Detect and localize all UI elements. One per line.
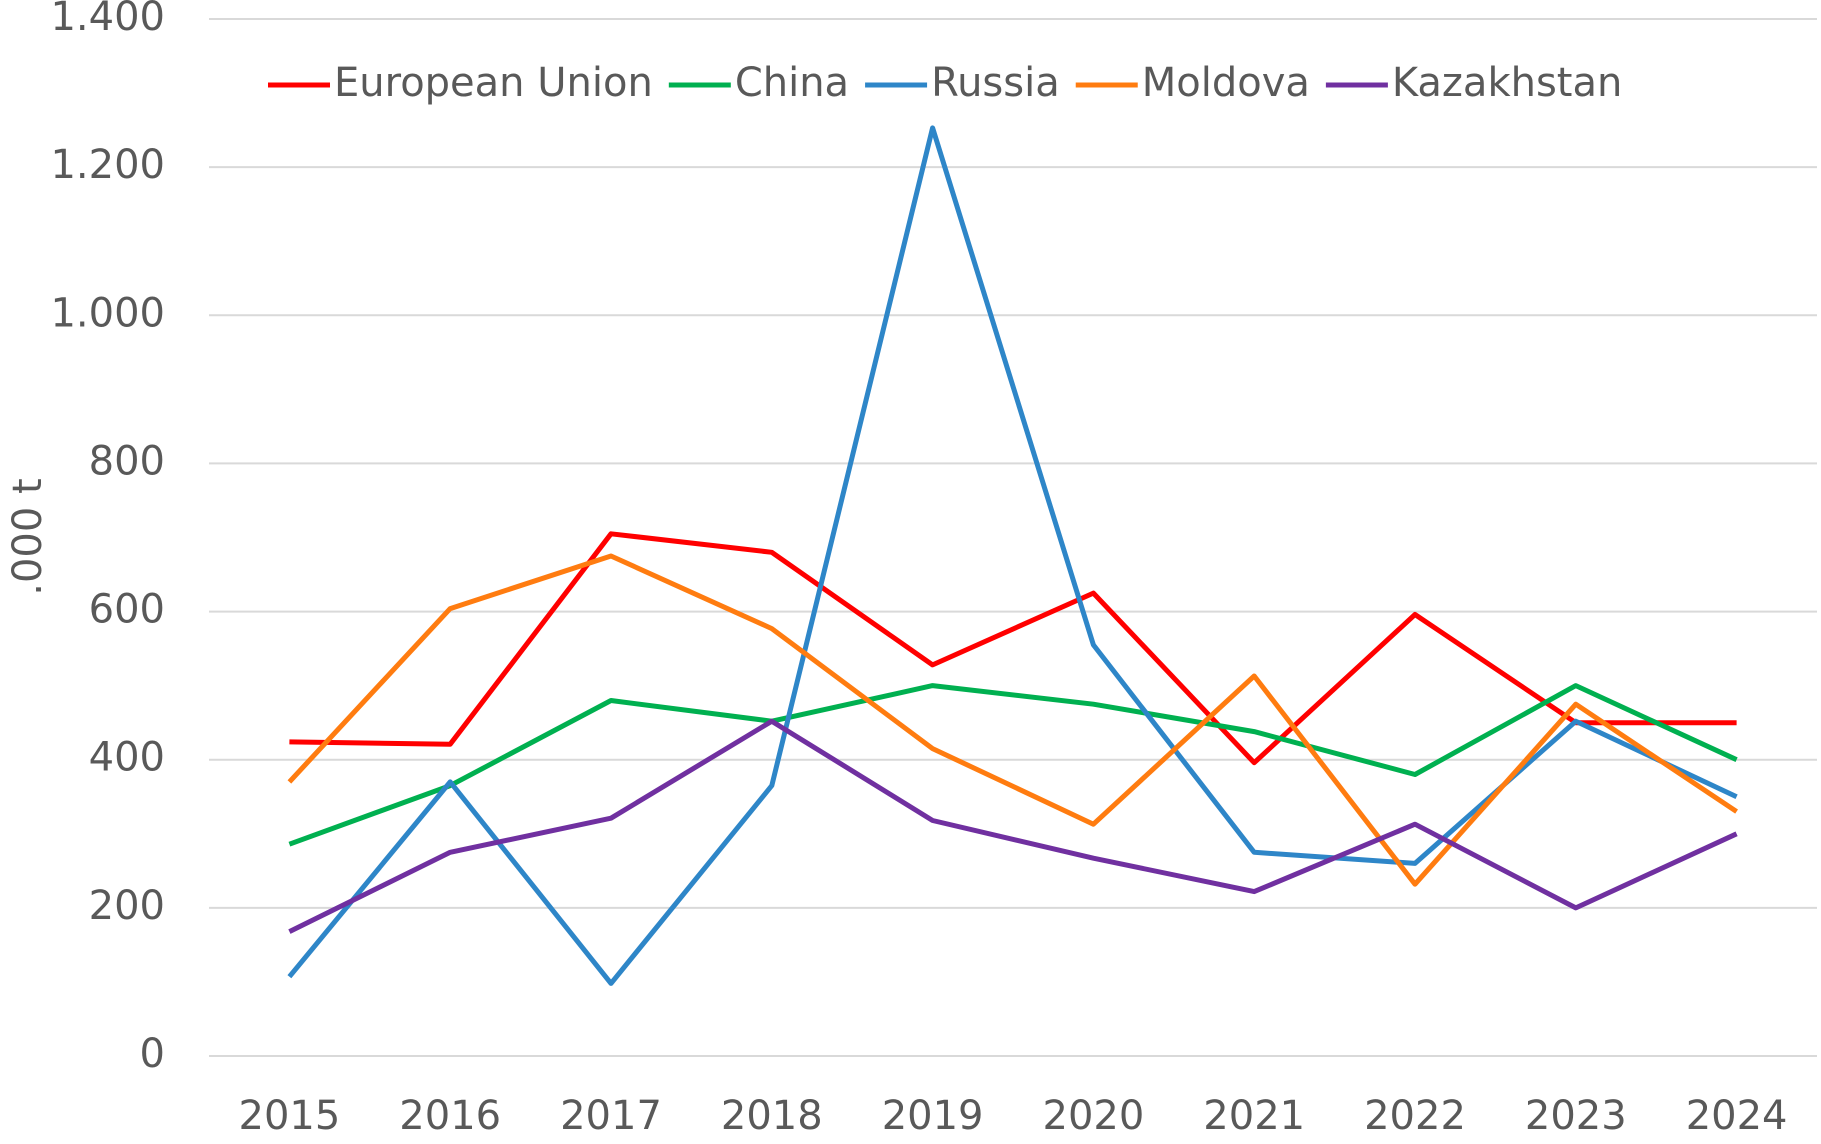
- x-tick-label: 2015: [239, 1093, 341, 1139]
- x-tick-label: 2023: [1525, 1093, 1627, 1139]
- legend-label: Moldova: [1142, 60, 1310, 106]
- x-tick-label: 2020: [1043, 1093, 1145, 1139]
- y-tick-label: 800: [89, 438, 165, 484]
- y-tick-label: 1.000: [50, 290, 165, 336]
- legend-label: China: [735, 60, 849, 106]
- series-line: [289, 531, 1737, 766]
- y-tick-label: 400: [89, 735, 165, 781]
- y-tick-label: 600: [89, 587, 165, 633]
- y-tick-label: 1.400: [50, 0, 165, 40]
- x-tick-label: 2021: [1203, 1093, 1305, 1139]
- y-tick-label: 0: [140, 1031, 165, 1077]
- x-tick-label: 2024: [1686, 1093, 1788, 1139]
- x-tick-label: 2018: [721, 1093, 823, 1139]
- legend-label: Russia: [931, 60, 1060, 106]
- y-axis-label: .000 t: [5, 478, 51, 595]
- x-tick-label: 2017: [560, 1093, 662, 1139]
- y-tick-label: 1.200: [50, 142, 165, 188]
- series-line: [287, 553, 1738, 887]
- x-tick-label: 2019: [882, 1093, 984, 1139]
- series-line: [287, 125, 1738, 986]
- series-line: [288, 718, 1738, 934]
- series-line: [288, 683, 1738, 847]
- y-tick-label: 200: [89, 883, 165, 929]
- x-tick-label: 2016: [399, 1093, 501, 1139]
- legend-label: Kazakhstan: [1392, 60, 1622, 106]
- x-tick-label: 2022: [1364, 1093, 1466, 1139]
- legend-label: European Union: [334, 60, 653, 106]
